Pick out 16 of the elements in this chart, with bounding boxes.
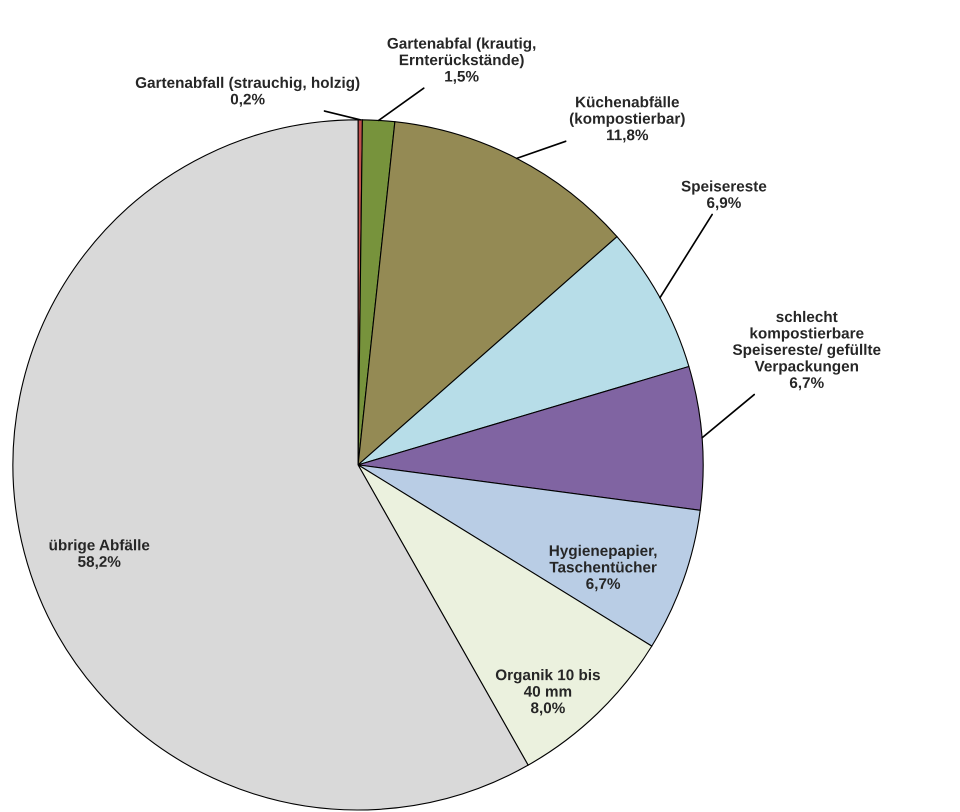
slice-label: Organik 10 bis 40 mm	[496, 669, 600, 697]
data-label: 0,2%	[230, 94, 265, 107]
data-label: 6,7%	[586, 578, 620, 592]
slice-label: Gartenabfal (krautig, Ernterückstände)	[388, 37, 536, 68]
slice-label: Hygienepapier, Taschentücher	[550, 544, 657, 573]
slice-label: Küchenabfälle (kompostierbar)	[570, 96, 685, 127]
slice-label: übrige Abfälle	[50, 539, 150, 554]
data-label: 1,5%	[445, 70, 479, 84]
data-label: 8,0%	[530, 702, 565, 716]
data-label: 58,2%	[78, 556, 120, 570]
data-label: 11,8%	[606, 130, 648, 143]
data-label: 6,9%	[707, 197, 741, 210]
slice-label: Speisereste	[681, 180, 766, 195]
data-label: 6,7%	[790, 377, 824, 390]
slice-label: schlecht kompostierbare Speisereste/ gefüllte Verpackungen	[732, 310, 881, 375]
slice-label: Gartenabfall (strauchig, holzig)	[136, 76, 360, 92]
